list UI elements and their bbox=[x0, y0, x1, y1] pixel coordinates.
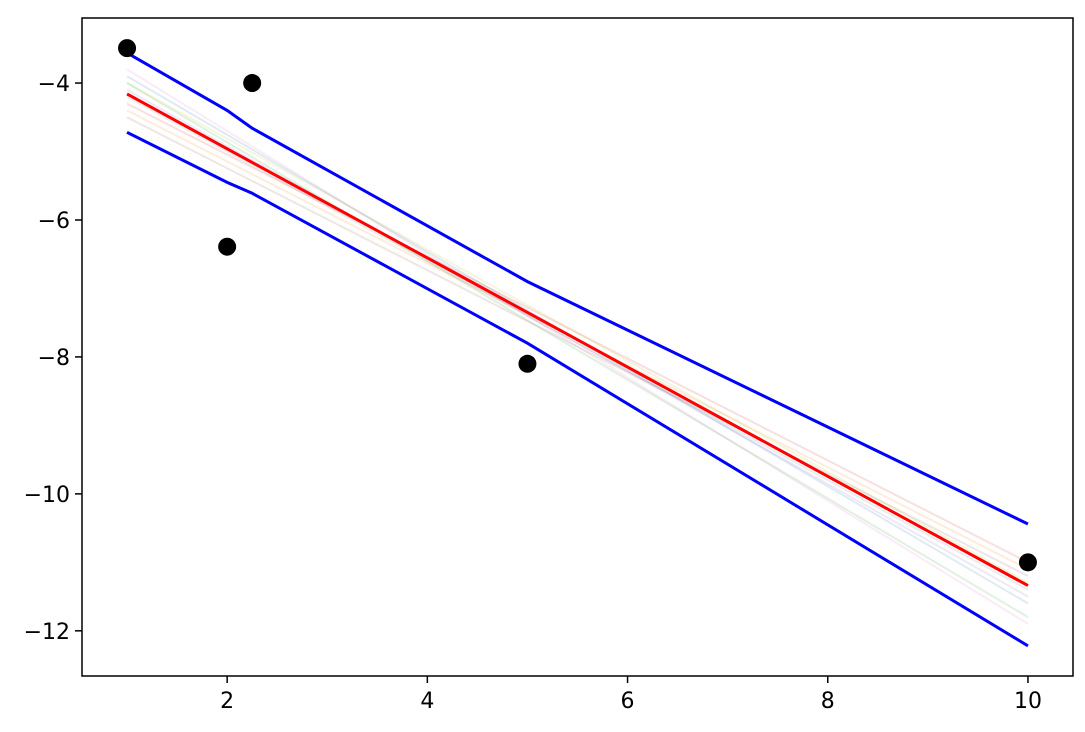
point bbox=[518, 354, 537, 373]
line bbox=[126, 82, 1029, 584]
x-tick-label: 6 bbox=[621, 689, 635, 714]
line bbox=[126, 82, 1029, 618]
point bbox=[218, 237, 237, 256]
line bbox=[126, 89, 1029, 598]
axes-frame bbox=[81, 17, 1074, 677]
y-tick-label: −6 bbox=[38, 209, 70, 234]
point bbox=[243, 74, 262, 93]
line bbox=[126, 95, 1029, 591]
point bbox=[118, 39, 137, 58]
line bbox=[126, 116, 1029, 577]
x-tick-label: 8 bbox=[821, 689, 835, 714]
line bbox=[126, 51, 1029, 526]
x-tick-label: 4 bbox=[420, 689, 434, 714]
x-tick-label: 2 bbox=[220, 689, 234, 714]
y-tick-label: −8 bbox=[38, 346, 70, 371]
y-tick-label: −4 bbox=[38, 72, 70, 97]
line bbox=[126, 131, 1029, 648]
x-tick-label: 10 bbox=[1014, 689, 1042, 714]
plot-area bbox=[82, 18, 1073, 676]
line bbox=[126, 92, 1029, 587]
line bbox=[126, 102, 1029, 564]
point bbox=[1018, 553, 1037, 572]
y-tick-label: −12 bbox=[24, 620, 70, 645]
line bbox=[126, 68, 1029, 625]
y-tick-label: −10 bbox=[24, 483, 70, 508]
